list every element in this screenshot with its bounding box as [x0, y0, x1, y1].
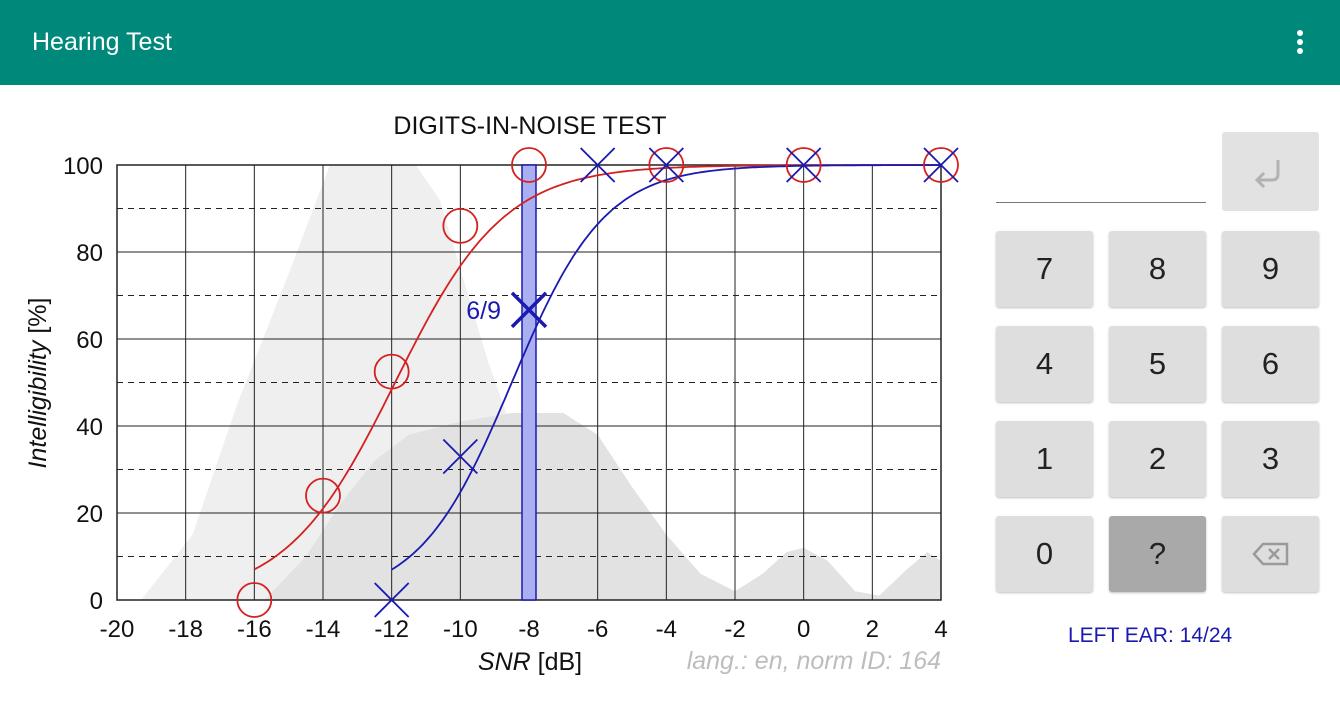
- y-tick-label: 100: [63, 153, 103, 180]
- x-tick-label: 2: [866, 616, 879, 643]
- data-point-cross: [580, 147, 616, 183]
- x-axis-label: SNR [dB]: [478, 648, 582, 676]
- x-tick-label: -14: [306, 616, 341, 643]
- enter-button[interactable]: [1222, 132, 1319, 211]
- data-point-cross: [374, 582, 410, 618]
- more-vert-icon[interactable]: [1284, 24, 1316, 60]
- y-axis-label: Intelligibility [%]: [24, 298, 52, 469]
- x-tick-label: -6: [587, 616, 608, 643]
- data-point-circle: [305, 477, 341, 514]
- x-tick-label: -18: [168, 616, 203, 643]
- x-tick-label: 0: [797, 616, 810, 643]
- x-tick-label: 4: [934, 616, 947, 643]
- key-8[interactable]: 8: [1109, 231, 1206, 307]
- x-tick-label: -16: [237, 616, 272, 643]
- y-axis-label-unit: [%]: [24, 298, 52, 341]
- keyboard-return-icon: [1254, 160, 1280, 189]
- y-tick-label: 40: [76, 414, 103, 441]
- answer-display: [996, 202, 1206, 203]
- data-point-cross: [923, 147, 959, 183]
- data-point-circle: [373, 353, 410, 390]
- data-point-circle: [511, 147, 547, 183]
- data-point-circle: [785, 147, 822, 183]
- ear-progress-status: LEFT EAR: 14/24: [1068, 624, 1233, 647]
- key-unknown[interactable]: ?: [1109, 516, 1206, 592]
- y-tick-label: 80: [76, 240, 103, 267]
- current-trial-score-label: 6/9: [466, 297, 501, 325]
- backspace-icon: [1251, 542, 1288, 566]
- key-0[interactable]: 0: [996, 516, 1093, 592]
- x-axis-label-unit: [dB]: [531, 648, 582, 676]
- norm-info-note: lang.: en, norm ID: 164: [687, 647, 941, 675]
- data-point-cross: [786, 147, 822, 183]
- current-trial-marker: [510, 291, 548, 329]
- y-tick-label: 60: [76, 327, 103, 354]
- y-axis-label-quantity: Intelligibility: [24, 339, 52, 468]
- key-6[interactable]: 6: [1222, 326, 1319, 402]
- y-tick-label: 20: [76, 501, 103, 528]
- app-title: Hearing Test: [32, 28, 172, 56]
- chart-title: DIGITS-IN-NOISE TEST: [393, 112, 666, 140]
- digits-in-noise-chart: -20 -18 -16 -14 -12 -10 -8 -6 -4 -2 0 2 402040608010…: [24, 112, 959, 676]
- key-5[interactable]: 5: [1109, 326, 1206, 402]
- data-point-cross: [648, 147, 684, 183]
- key-7[interactable]: 7: [996, 231, 1093, 307]
- norm-distribution-shade: [141, 165, 701, 600]
- key-2[interactable]: 2: [1109, 421, 1206, 497]
- x-tick-label: -10: [443, 616, 478, 643]
- x-tick-label: -2: [724, 616, 745, 643]
- x-tick-label: -20: [100, 616, 135, 643]
- x-tick-label: -12: [374, 616, 409, 643]
- backspace-button[interactable]: [1222, 516, 1319, 592]
- app-bar: Hearing Test: [0, 0, 1340, 85]
- key-1[interactable]: 1: [996, 421, 1093, 497]
- fit-curve-series-2: [391, 164, 941, 571]
- data-point-circle: [442, 207, 479, 244]
- key-3[interactable]: 3: [1222, 421, 1319, 497]
- data-point-circle: [236, 582, 273, 618]
- response-distribution-shade: [264, 412, 942, 600]
- x-tick-label: -4: [656, 616, 677, 643]
- data-point-circle: [923, 147, 959, 183]
- key-9[interactable]: 9: [1222, 231, 1319, 307]
- x-axis-label-quantity: SNR: [478, 648, 531, 676]
- data-point-cross: [442, 438, 478, 475]
- x-tick-label: -8: [518, 616, 539, 643]
- current-snr-band: [521, 164, 537, 601]
- data-point-circle: [648, 147, 685, 183]
- y-tick-label: 0: [90, 588, 103, 615]
- key-4[interactable]: 4: [996, 326, 1093, 402]
